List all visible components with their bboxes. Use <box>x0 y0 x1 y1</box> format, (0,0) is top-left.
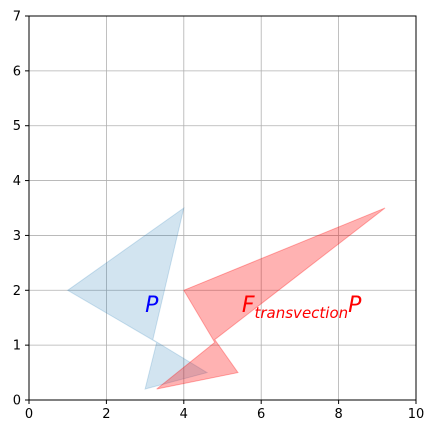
label-f-transvection-p: FtransvectionP <box>242 293 362 322</box>
x-tick-label: 2 <box>102 407 110 422</box>
y-tick-label: 0 <box>13 394 21 409</box>
polygon-p <box>66 206 209 390</box>
y-tick-label: 7 <box>13 10 21 25</box>
label-subscript: transvection <box>255 304 349 322</box>
label-post: P <box>348 293 362 318</box>
y-tick-label: 1 <box>13 339 21 354</box>
polygon-layer <box>66 206 386 390</box>
label-p: P <box>145 293 159 318</box>
y-tick-label: 4 <box>13 174 21 189</box>
y-tick-label: 2 <box>13 284 21 299</box>
x-tick-label: 10 <box>408 407 425 422</box>
axis-ticks: 0 2 4 6 8 10 0 1 2 3 4 5 6 7 <box>13 10 425 423</box>
y-tick-label: 3 <box>13 229 21 244</box>
axes-frame <box>28 15 417 401</box>
x-tick-label: 4 <box>180 407 188 422</box>
x-tick-label: 6 <box>257 407 265 422</box>
y-tick-label: 6 <box>13 64 21 79</box>
label-main: P <box>145 293 159 318</box>
x-tick-label: 0 <box>25 407 33 422</box>
y-tick-label: 5 <box>13 119 21 134</box>
polygon-f-transvection-p <box>156 207 386 390</box>
x-tick-label: 8 <box>334 407 342 422</box>
label-main: F <box>242 293 255 318</box>
annotation-layer: P FtransvectionP <box>145 293 362 322</box>
